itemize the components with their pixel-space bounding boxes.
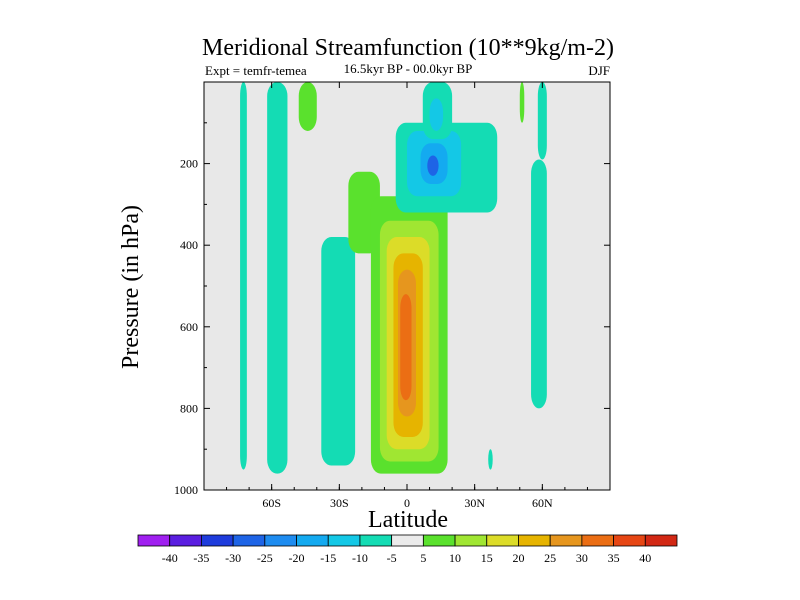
colorbar-swatch bbox=[549, 534, 583, 547]
y-tick-label: 400 bbox=[180, 238, 198, 252]
y-tick-label: 600 bbox=[180, 320, 198, 334]
colorbar-label: 15 bbox=[481, 551, 493, 565]
contour-layer bbox=[240, 82, 547, 474]
colorbar-swatch bbox=[644, 534, 678, 547]
x-tick-label: 60S bbox=[262, 496, 281, 510]
colorbar-swatch bbox=[137, 534, 171, 547]
colorbar-label: -35 bbox=[193, 551, 209, 565]
contour-region bbox=[240, 82, 247, 470]
colorbar-swatch bbox=[613, 534, 646, 547]
colorbar-label: 40 bbox=[639, 551, 651, 565]
colorbar-label: -30 bbox=[225, 551, 241, 565]
colorbar-swatch bbox=[581, 534, 614, 547]
contour-region bbox=[267, 82, 288, 474]
x-tick-label: 30N bbox=[464, 496, 485, 510]
contour-region bbox=[537, 82, 547, 160]
y-axis-label: Pressure (in hPa) bbox=[118, 205, 144, 369]
right-label: DJF bbox=[588, 63, 610, 78]
contour-region bbox=[427, 155, 439, 176]
colorbar-swatch bbox=[327, 534, 361, 547]
colorbar-swatch bbox=[264, 534, 297, 547]
colorbar-label: -20 bbox=[289, 551, 305, 565]
x-tick-label: 0 bbox=[404, 496, 410, 510]
colorbar-label: 10 bbox=[449, 551, 461, 565]
colorbar-swatch bbox=[232, 534, 266, 547]
colorbar-label: -40 bbox=[162, 551, 178, 565]
colorbar-label: -10 bbox=[352, 551, 368, 565]
x-tick-label: 30S bbox=[330, 496, 349, 510]
contour-region bbox=[429, 98, 444, 131]
colorbar: -40 -35 -30 -25 -20 -15 -10 -5 5 10 15 20 25 30 35 40 bbox=[137, 534, 678, 565]
contour-region bbox=[400, 294, 412, 401]
y-tick-label: 200 bbox=[180, 157, 198, 171]
y-tick-label: 800 bbox=[180, 401, 198, 415]
colorbar-label: -25 bbox=[257, 551, 273, 565]
x-tick-label: 60N bbox=[532, 496, 553, 510]
colorbar-swatch bbox=[169, 534, 202, 547]
chart-title: Meridional Streamfunction (10**9kg/m-2) bbox=[202, 35, 614, 61]
colorbar-swatch bbox=[486, 534, 519, 547]
colorbar-swatch bbox=[422, 534, 456, 547]
contour-region bbox=[321, 237, 356, 466]
y-tick-label: 1000 bbox=[174, 483, 198, 497]
chart-subtitle: 16.5kyr BP - 00.0kyr BP bbox=[344, 61, 473, 76]
x-axis-label: Latitude bbox=[368, 507, 448, 533]
contour-region bbox=[519, 82, 525, 123]
colorbar-label: 25 bbox=[544, 551, 556, 565]
colorbar-label: 5 bbox=[420, 551, 426, 565]
colorbar-label: 30 bbox=[576, 551, 588, 565]
colorbar-swatch bbox=[201, 534, 234, 547]
contour-region bbox=[531, 159, 547, 409]
colorbar-label: -15 bbox=[320, 551, 336, 565]
colorbar-label: -5 bbox=[387, 551, 397, 565]
colorbar-label: 20 bbox=[512, 551, 524, 565]
tick-layer: 60S 30S 0 30N 60N 200 400 600 800 1000 bbox=[174, 82, 610, 510]
colorbar-swatch bbox=[391, 534, 424, 547]
colorbar-label: 35 bbox=[608, 551, 620, 565]
colorbar-swatch bbox=[359, 534, 393, 547]
contour-region bbox=[488, 449, 493, 470]
colorbar-swatch bbox=[296, 534, 329, 547]
colorbar-swatch bbox=[518, 534, 551, 547]
contour-region bbox=[298, 82, 317, 131]
colorbar-swatch bbox=[454, 534, 488, 547]
left-label: Expt = temfr-temea bbox=[205, 63, 307, 78]
